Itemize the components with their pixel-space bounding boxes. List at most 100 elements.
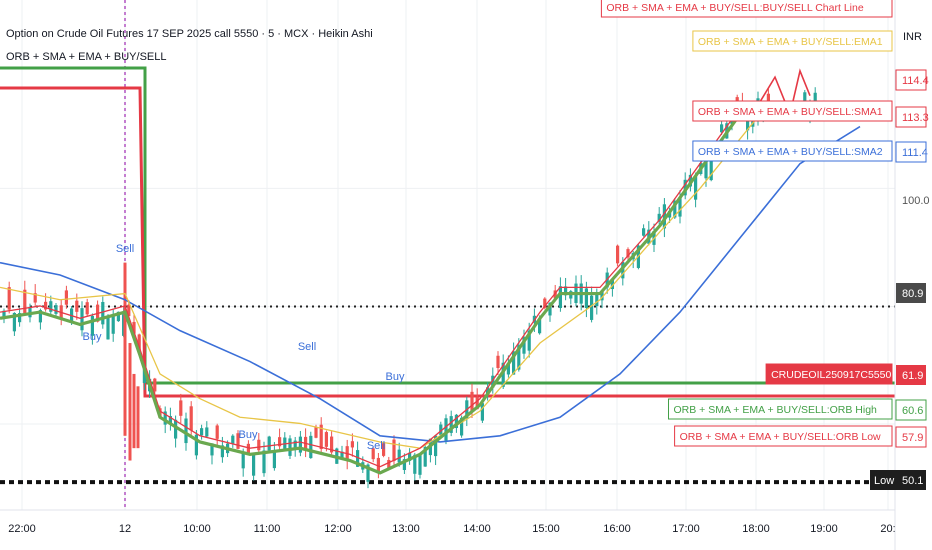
price-tag-box: [896, 283, 926, 303]
price-axis[interactable]: ORB + SMA + EMA + BUY/SELL:BUY/SELL Char…: [600, 0, 930, 550]
candle-body: [101, 301, 105, 325]
candle-body: [460, 417, 464, 436]
candle-body: [163, 411, 167, 425]
candle-body: [480, 403, 484, 421]
candle-body: [49, 301, 53, 312]
candle-body: [470, 391, 474, 412]
candle-body: [330, 436, 334, 453]
candle-body: [564, 286, 568, 296]
indicator-line: [0, 101, 761, 468]
time-tick-label: 12:00: [324, 523, 352, 535]
legend-tag-text: ORB + SMA + EMA + BUY/SELL:SMA2: [698, 146, 883, 158]
candle-body: [496, 355, 500, 368]
candle-body: [215, 425, 219, 439]
candle-body: [340, 451, 344, 458]
signal-sell-label: Sell: [367, 440, 385, 452]
candle-body: [444, 418, 448, 441]
candle-body: [704, 154, 708, 179]
candle-body: [278, 437, 282, 447]
candle-body: [387, 459, 391, 469]
candle-body: [350, 441, 354, 448]
candle-body: [85, 302, 89, 315]
chart-grid: [0, 0, 895, 510]
time-tick-label: 16:00: [603, 523, 631, 535]
candle-body: [116, 311, 120, 322]
candle-body: [309, 435, 313, 459]
currency-label[interactable]: INR: [903, 31, 922, 43]
candle-body: [610, 279, 614, 290]
price-tag-label: 50.1: [902, 475, 923, 487]
candle-body: [128, 343, 132, 461]
candle-body: [246, 443, 250, 455]
legend-tag-text: ORB + SMA + EMA + BUY/SELL:BUY/SELL Char…: [606, 2, 863, 14]
candle-body: [184, 418, 188, 444]
price-tag-box: [895, 426, 927, 448]
price-tag-box: [895, 399, 927, 421]
candle-body: [673, 200, 677, 218]
candle-body: [548, 302, 552, 316]
candle-body: [236, 433, 240, 449]
candle-body: [44, 301, 48, 310]
low-badge-label: Low: [874, 475, 894, 487]
candle-body: [694, 176, 698, 200]
candle-body: [2, 310, 6, 320]
price-tag-box: [895, 106, 927, 128]
candle-body: [38, 310, 42, 323]
candle-body: [200, 428, 204, 436]
time-axis: 22:00 12 10:00 11:00 12:00 13:00 14:00 15:00 16:…: [0, 509, 896, 535]
candle-body: [506, 362, 510, 375]
candle-body: [283, 437, 287, 449]
time-tick-label: 20:: [880, 523, 895, 535]
price-tag-label: 57.9: [902, 432, 923, 444]
candle-body: [709, 155, 713, 181]
legend-tag-box: [674, 425, 893, 447]
candle-body: [314, 427, 318, 438]
candle-body: [7, 287, 11, 310]
candle-body: [75, 300, 79, 312]
candle-body: [392, 439, 396, 461]
price-tag-label: 61.9: [902, 370, 923, 382]
candle-body: [720, 124, 724, 133]
time-tick-label: 22:00: [8, 523, 36, 535]
candle-body: [319, 424, 323, 450]
candle-body: [626, 249, 630, 258]
candle-body: [683, 179, 687, 196]
candle-body: [590, 295, 594, 320]
candle-body: [382, 443, 386, 456]
candle-body: [408, 452, 412, 461]
candle-body: [111, 314, 115, 334]
time-tick-label: 18:00: [742, 523, 770, 535]
time-tick-label: 14:00: [463, 523, 491, 535]
candle-body: [558, 286, 562, 309]
candle-body: [324, 432, 328, 447]
candle-body: [543, 298, 547, 308]
candle-body: [174, 419, 178, 439]
signal-buy-label: Buy: [239, 429, 258, 441]
legend-tag-box: [600, 0, 893, 18]
legend-tag-box: [692, 30, 893, 52]
candle-body: [517, 345, 521, 370]
price-tag-label: 100.0: [902, 195, 930, 207]
candle-body: [501, 362, 505, 387]
time-tick-label: 15:00: [532, 523, 560, 535]
orb-lines: [0, 66, 895, 485]
signal-sell-label: Sell: [116, 243, 134, 255]
candle-body: [288, 438, 292, 456]
candle-body: [356, 450, 360, 467]
candle-body: [454, 414, 458, 429]
price-tag-box: [895, 141, 927, 163]
chart-title: Option on Crude Oil Futures 17 SEP 2025 …: [6, 28, 373, 40]
time-tick-label: 19:00: [810, 523, 838, 535]
price-tag-box: [896, 365, 926, 385]
candle-body: [205, 427, 209, 437]
candle-body: [491, 375, 495, 388]
price-tag-label: 114.4: [902, 75, 929, 87]
candle-body: [662, 204, 666, 229]
buy-sell-signals: Sell Buy Sell Buy Sell Buy: [83, 243, 405, 452]
price-tag-box: [896, 470, 926, 490]
candle-body: [584, 288, 588, 309]
candle-body: [12, 312, 16, 332]
candle-body: [137, 334, 141, 353]
signal-buy-label: Buy: [83, 331, 102, 343]
